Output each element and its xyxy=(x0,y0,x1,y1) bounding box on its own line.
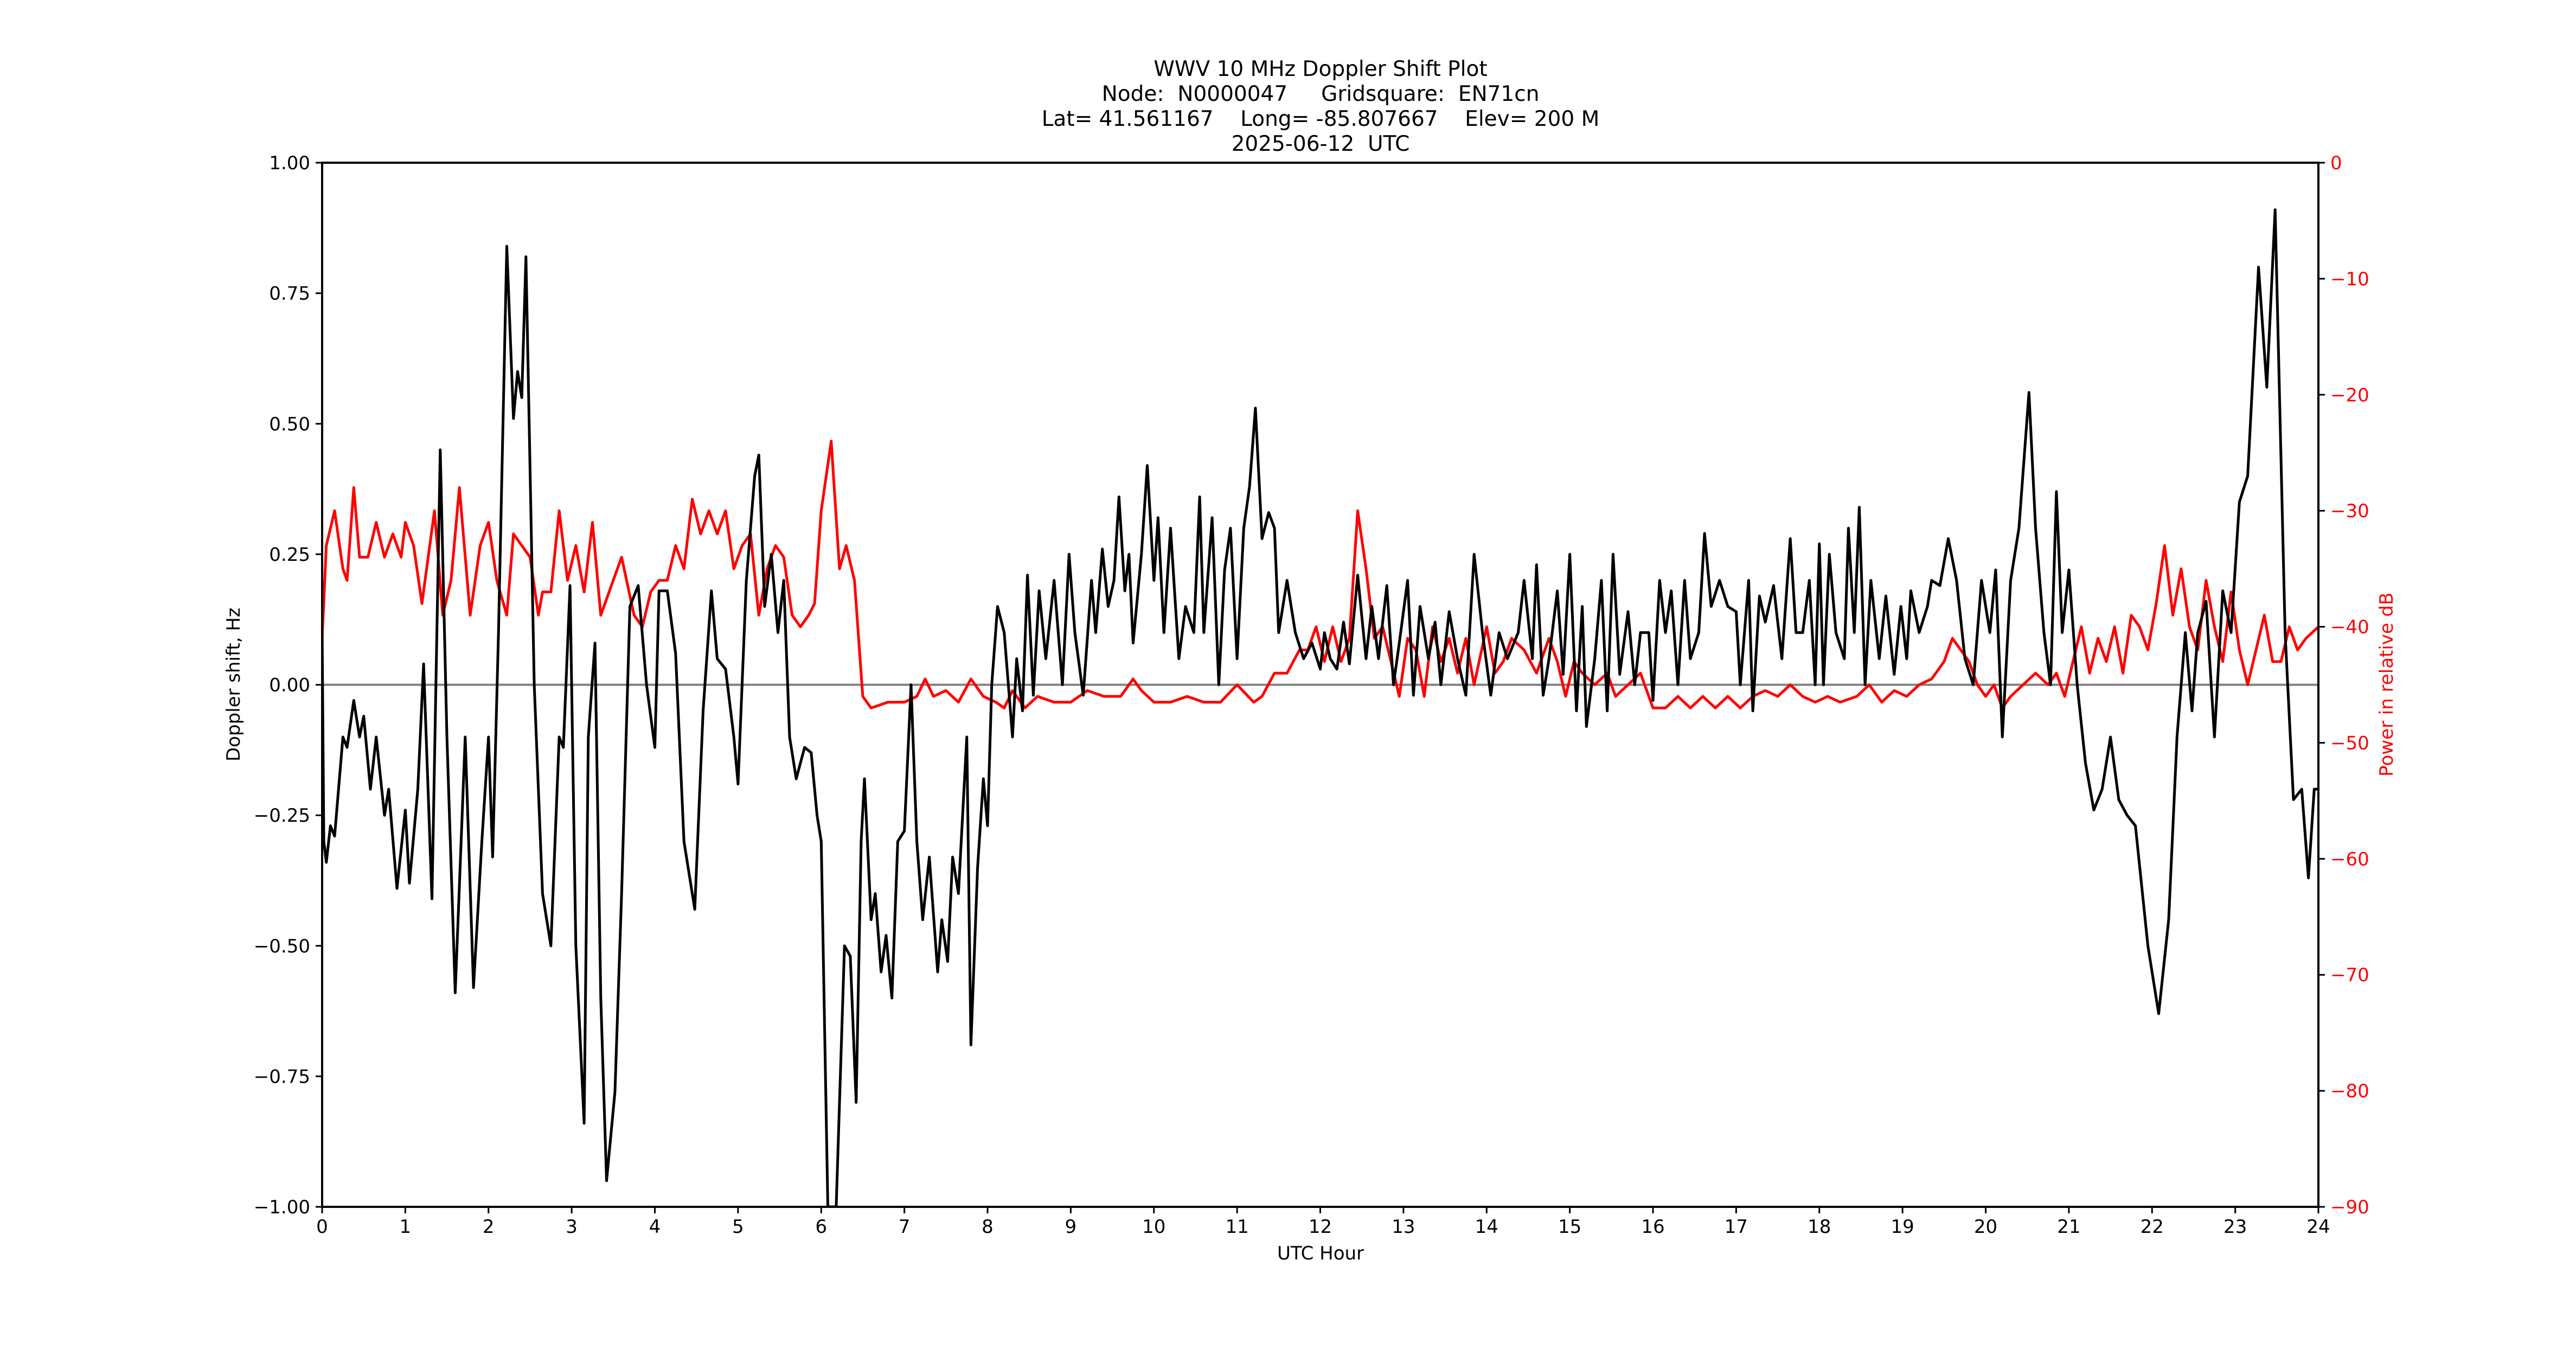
doppler-line xyxy=(322,208,2318,1207)
title-line-1: WWV 10 MHz Doppler Shift Plot xyxy=(1154,57,1487,81)
y-tick-label: 0.25 xyxy=(269,544,310,566)
x-tick-label: 23 xyxy=(2223,1216,2247,1238)
x-tick-label: 2 xyxy=(483,1216,495,1238)
x-tick-label: 24 xyxy=(2306,1216,2330,1238)
x-tick-label: 13 xyxy=(1392,1216,1415,1238)
y-tick-label: −0.75 xyxy=(254,1066,310,1088)
y-tick-label: 0.50 xyxy=(269,413,310,435)
x-tick-label: 0 xyxy=(316,1216,328,1238)
x-tick-label: 6 xyxy=(815,1216,827,1238)
y-tick-label: 0.00 xyxy=(269,675,310,696)
x-tick-label: 12 xyxy=(1309,1216,1332,1238)
y-right-tick-label: −90 xyxy=(2330,1197,2369,1218)
y-right-tick-label: −60 xyxy=(2330,848,2369,870)
x-tick-label: 5 xyxy=(732,1216,744,1238)
x-tick-label: 4 xyxy=(649,1216,661,1238)
x-tick-label: 3 xyxy=(566,1216,578,1238)
x-tick-label: 21 xyxy=(2057,1216,2080,1238)
y-axis-label: Doppler shift, Hz xyxy=(223,607,245,762)
power-line xyxy=(322,439,2318,709)
y-right-tick-label: −50 xyxy=(2330,732,2369,754)
y-right-tick-label: −20 xyxy=(2330,385,2369,406)
y-tick-label: −0.25 xyxy=(254,805,310,827)
x-tick-label: 7 xyxy=(899,1216,911,1238)
y-tick-label: −0.50 xyxy=(254,936,310,957)
x-tick-label: 14 xyxy=(1475,1216,1498,1238)
x-tick-label: 11 xyxy=(1225,1216,1248,1238)
x-tick-label: 22 xyxy=(2141,1216,2164,1238)
x-tick-label: 20 xyxy=(1974,1216,1997,1238)
x-tick-label: 1 xyxy=(400,1216,412,1238)
x-tick-label: 19 xyxy=(1891,1216,1914,1238)
title-line-4: 2025-06-12 UTC xyxy=(1232,132,1410,156)
y-tick-label: 1.00 xyxy=(269,152,310,174)
x-tick-label: 8 xyxy=(982,1216,994,1238)
y-tick-label: −1.00 xyxy=(254,1197,310,1218)
y-axis-right-label: Power in relative dB xyxy=(2376,592,2398,776)
y-right-tick-label: −30 xyxy=(2330,501,2369,522)
x-tick-label: 16 xyxy=(1641,1216,1664,1238)
y-right-tick-label: 0 xyxy=(2330,152,2342,174)
title-line-3: Lat= 41.561167 Long= -85.807667 Elev= 20… xyxy=(1042,107,1600,131)
chart-title: WWV 10 MHz Doppler Shift Plot Node: N000… xyxy=(1042,57,1600,156)
y-right-tick-label: −10 xyxy=(2330,268,2369,290)
title-line-2: Node: N0000047 Gridsquare: EN71cn xyxy=(1102,82,1540,106)
x-axis-label: UTC Hour xyxy=(1277,1243,1364,1264)
y-right-tick-label: −80 xyxy=(2330,1080,2369,1102)
y-right-tick-label: −70 xyxy=(2330,964,2369,986)
x-tick-label: 10 xyxy=(1142,1216,1165,1238)
y-tick-label: 0.75 xyxy=(269,283,310,305)
x-tick-label: 9 xyxy=(1065,1216,1077,1238)
x-tick-label: 17 xyxy=(1725,1216,1748,1238)
y-right-tick-label: −40 xyxy=(2330,617,2369,638)
x-tick-label: 18 xyxy=(1808,1216,1831,1238)
x-tick-label: 15 xyxy=(1558,1216,1581,1238)
